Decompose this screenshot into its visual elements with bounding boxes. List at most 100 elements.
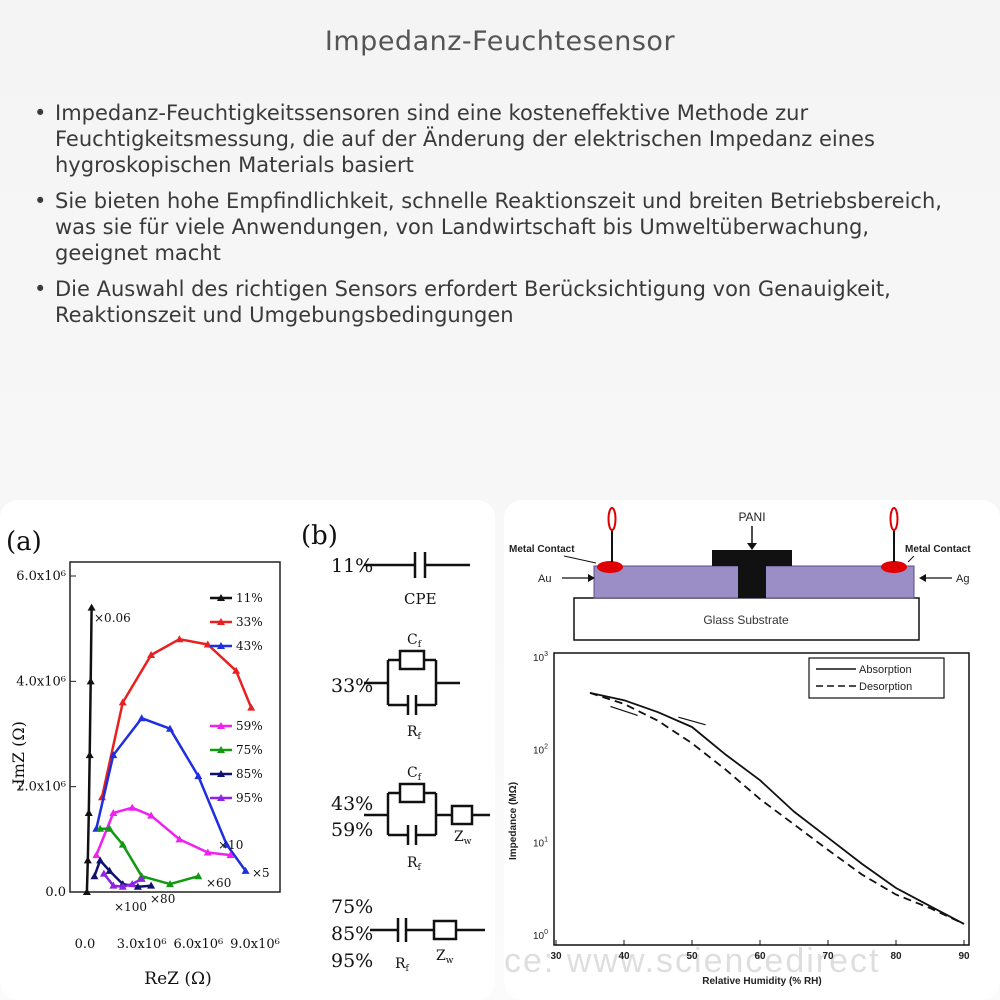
legend-label: 59%: [236, 719, 263, 733]
impedance-legend-box: [808, 657, 945, 699]
au-arrow-head: [588, 574, 595, 582]
series-line-11pct: [85, 607, 93, 893]
circuit-rh-label: 59%: [331, 819, 373, 841]
multiplier-label: ×10: [218, 838, 243, 852]
absorption-direction-arrow: [678, 716, 706, 726]
panel-a-label: (a): [6, 527, 42, 557]
y-tick-label: 100: [533, 929, 548, 942]
data-point: [109, 751, 118, 759]
y-tick-label: 103: [533, 651, 548, 664]
data-point: [99, 869, 108, 877]
x-tick-label: 50: [686, 951, 698, 962]
y-tick-label: 102: [533, 744, 548, 757]
data-point: [82, 888, 91, 895]
bullet-text: Impedanz-Feuchtigkeitssensoren sind eine…: [55, 101, 875, 177]
x-tick-label: 70: [822, 951, 834, 962]
circuit-rh-label: 75%: [331, 896, 373, 918]
metal-contact-left-label: Metal Contact: [509, 544, 575, 555]
data-point: [137, 874, 146, 882]
metal-contact-right-pointer: [907, 555, 915, 563]
impedance-y-axis-label: Impedance (MΩ): [508, 782, 519, 860]
legend-marker: [217, 618, 225, 625]
bullet-dot: •: [34, 189, 47, 213]
circuit-rf-label: Rf: [395, 956, 410, 974]
multiplier-label: ×60: [206, 876, 231, 890]
data-point: [133, 882, 142, 890]
data-point: [118, 840, 127, 848]
panel-a-x-axis-label: ReZ (Ω): [144, 969, 211, 989]
data-point: [137, 714, 146, 722]
impedance-chart: Impedance (MΩ) Relative Humidity (% RH) …: [508, 651, 970, 987]
legend-marker: [217, 770, 225, 777]
data-point: [147, 651, 156, 658]
probe-tip-right: [889, 507, 899, 531]
legend-label: 11%: [236, 591, 263, 605]
data-point: [128, 880, 137, 888]
circuit-rc: [364, 649, 460, 715]
circuit-cpe: [364, 552, 470, 578]
data-point: [105, 866, 114, 874]
circuit-rf-label: Rf: [407, 724, 422, 742]
circuit-cf-label: Cf: [407, 632, 422, 650]
multiplier-label: ×0.06: [94, 611, 131, 625]
data-point: [147, 881, 156, 889]
data-point: [92, 851, 101, 859]
legend-marker: [217, 642, 225, 649]
x-tick-label: 40: [618, 951, 630, 962]
legend-marker: [217, 794, 225, 801]
data-point: [232, 666, 241, 674]
x-tick-label: 3.0x10⁶: [117, 937, 167, 952]
glass-substrate-label: Glass Substrate: [703, 613, 789, 627]
probe-tip-left: [607, 507, 617, 531]
electrode-right: [881, 561, 907, 573]
legend-marker: [217, 722, 225, 729]
multiplier-label: ×100: [114, 900, 147, 914]
bullet-item: • Impedanz-Feuchtigkeitssensoren sind ein…: [30, 100, 960, 178]
legend-label: 33%: [236, 615, 263, 629]
legend-label-absorption: Absorption: [859, 664, 912, 676]
data-point: [247, 703, 256, 711]
figure-card-right: Glass Substrate PANI Metal Contact Metal…: [504, 500, 1000, 1000]
legend-label: 85%: [236, 767, 263, 781]
data-point: [90, 872, 99, 880]
data-point: [96, 824, 105, 832]
data-point: [109, 809, 118, 816]
circuit-zw-label: Zw: [436, 948, 454, 966]
series-line-desorption: [589, 692, 965, 925]
bullet-item: • Sie bieten hohe Empfindlichkeit, schnel…: [30, 188, 960, 266]
figure-right-svg: Glass Substrate PANI Metal Contact Metal…: [504, 507, 971, 987]
bullet-text: Sie bieten hohe Empfindlichkeit, schnell…: [55, 189, 942, 265]
circuit-rf-label: Rf: [407, 855, 422, 873]
data-point: [105, 824, 114, 832]
multiplier-label: ×80: [150, 892, 175, 906]
data-point: [118, 698, 127, 706]
x-tick-label: 0.0: [75, 937, 96, 952]
ag-label: Ag: [956, 573, 969, 585]
circuit-rh-label: 43%: [331, 793, 373, 815]
electrode-left: [597, 561, 623, 573]
data-point: [86, 677, 95, 685]
y-tick-label: 4.0x10⁶: [16, 674, 66, 689]
figure-left-svg: (a) -ImZ (Ω) ReZ (Ω) 6.0x10⁶ 4.0x10⁶ 2.0x1…: [6, 521, 490, 989]
impedance-x-axis-label: Relative Humidity (% RH): [702, 976, 821, 987]
data-point: [83, 856, 92, 864]
data-point: [128, 803, 137, 811]
data-point: [194, 772, 203, 780]
bullet-list: • Impedanz-Feuchtigkeitssensoren sind ein…: [30, 100, 960, 338]
circuit-cpe-label: CPE: [404, 590, 437, 608]
panel-b-label: (b): [301, 521, 338, 551]
data-point: [226, 851, 235, 859]
panel-a-y-axis-label: -ImZ (Ω): [9, 721, 28, 790]
x-tick-label: 60: [754, 951, 766, 962]
metal-contact-left-pointer: [563, 555, 597, 564]
bullet-item: • Die Auswahl des richtigen Sensors erfor…: [30, 276, 960, 328]
data-point: [194, 872, 203, 880]
data-point: [166, 724, 174, 732]
desorption-direction-arrow: [610, 705, 638, 717]
circuit-rh-label: 11%: [331, 555, 373, 577]
y-tick-label: 6.0x10⁶: [16, 569, 66, 584]
data-point: [147, 811, 156, 819]
x-tick-label: 80: [890, 951, 902, 962]
data-point: [241, 866, 250, 874]
y-tick-label: 2.0x10⁶: [16, 780, 66, 795]
